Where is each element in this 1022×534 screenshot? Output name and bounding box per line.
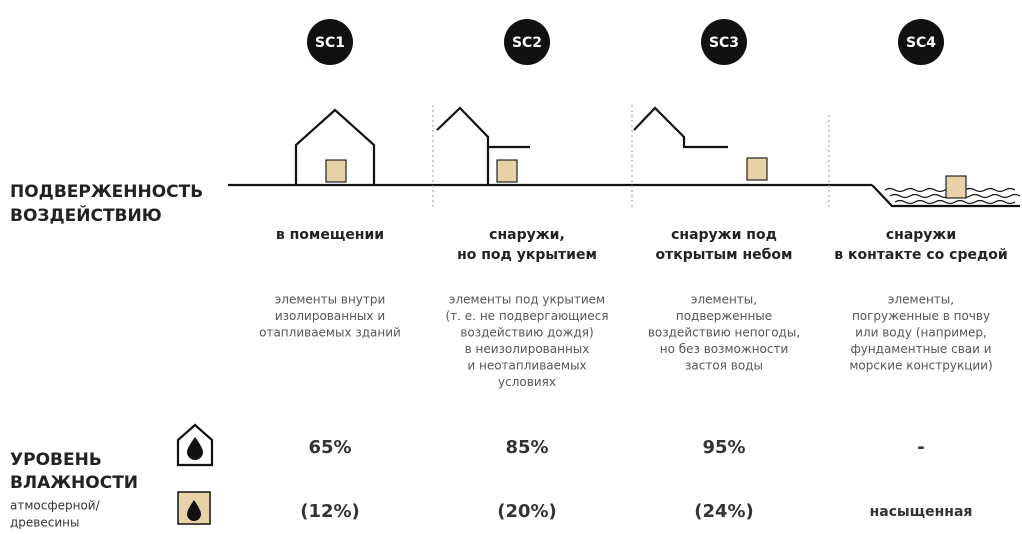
badge-label: SC1 bbox=[315, 35, 345, 51]
column-description: фундаментные сваи и bbox=[850, 342, 991, 356]
wood-humidity: (24%) bbox=[694, 501, 754, 522]
column-description: воздействию непогоды, bbox=[648, 326, 800, 340]
row-label: ВОЗДЕЙСТВИЮ bbox=[10, 204, 162, 226]
house-open bbox=[634, 108, 728, 147]
crate bbox=[946, 176, 966, 198]
column-description: и неотапливаемых bbox=[467, 359, 586, 373]
wood-humidity: (20%) bbox=[497, 501, 557, 522]
row-label: ВЛАЖНОСТИ bbox=[10, 473, 138, 493]
column-title: открытым небом bbox=[655, 247, 792, 263]
badge-label: SC3 bbox=[709, 35, 739, 51]
air-humidity: 85% bbox=[505, 437, 548, 458]
badge-label: SC4 bbox=[906, 35, 936, 51]
column-description: подверженные bbox=[676, 309, 772, 323]
column-description: элементы, bbox=[691, 293, 757, 307]
column-description: в неизолированных bbox=[465, 342, 590, 356]
row-sublabel: древесины bbox=[10, 516, 79, 530]
crates bbox=[326, 158, 966, 198]
badge-label: SC2 bbox=[512, 35, 542, 51]
humidity-icons bbox=[178, 425, 212, 524]
column-description: или воду (например, bbox=[855, 326, 987, 340]
column-description: элементы под укрытием bbox=[449, 293, 605, 307]
column-description: воздействию дождя) bbox=[460, 326, 593, 340]
column-description: морские конструкции) bbox=[849, 359, 992, 373]
column-description: изолированных и bbox=[275, 309, 385, 323]
wood-humidity: насыщенная bbox=[870, 504, 973, 520]
column-description: условиях bbox=[498, 375, 556, 389]
column-dividers bbox=[433, 105, 829, 208]
column-title: снаружи bbox=[886, 227, 956, 243]
column-description: застоя воды bbox=[685, 359, 763, 373]
column-title: в помещении bbox=[276, 227, 384, 243]
column-description: элементы внутри bbox=[275, 293, 386, 307]
row-sublabel: атмосферной/ bbox=[10, 499, 101, 513]
air-humidity: 65% bbox=[308, 437, 351, 458]
crate bbox=[497, 160, 517, 182]
wood-humidity: (12%) bbox=[300, 501, 360, 522]
column-description: но без возможности bbox=[660, 342, 789, 356]
column-description: (т. е. не подвергающиеся bbox=[446, 309, 609, 323]
air-humidity: 95% bbox=[702, 437, 745, 458]
row-label: УРОВЕНЬ bbox=[10, 450, 102, 470]
row-label: ПОДВЕРЖЕННОСТЬ bbox=[10, 182, 203, 202]
column-title: но под укрытием bbox=[457, 247, 597, 263]
crate bbox=[747, 158, 767, 180]
page: ПОДВЕРЖЕННОСТЬВОЗДЕЙСТВИЮ УРОВЕНЬ ВЛАЖНОСТ… bbox=[0, 0, 1022, 534]
drop bbox=[187, 437, 203, 460]
column-description: элементы, bbox=[888, 293, 954, 307]
column-title: снаружи под bbox=[671, 227, 777, 243]
column-description: отапливаемых зданий bbox=[259, 326, 401, 340]
air-humidity: - bbox=[917, 437, 924, 458]
column-title: в контакте со средой bbox=[834, 247, 1007, 263]
crate bbox=[326, 160, 346, 182]
column-description: погруженные в почву bbox=[852, 309, 990, 323]
infographic: ПОДВЕРЖЕННОСТЬВОЗДЕЙСТВИЮ УРОВЕНЬ ВЛАЖНОСТ… bbox=[0, 0, 1022, 534]
scene-illustration bbox=[228, 105, 1020, 208]
column-title: снаружи, bbox=[489, 227, 565, 243]
